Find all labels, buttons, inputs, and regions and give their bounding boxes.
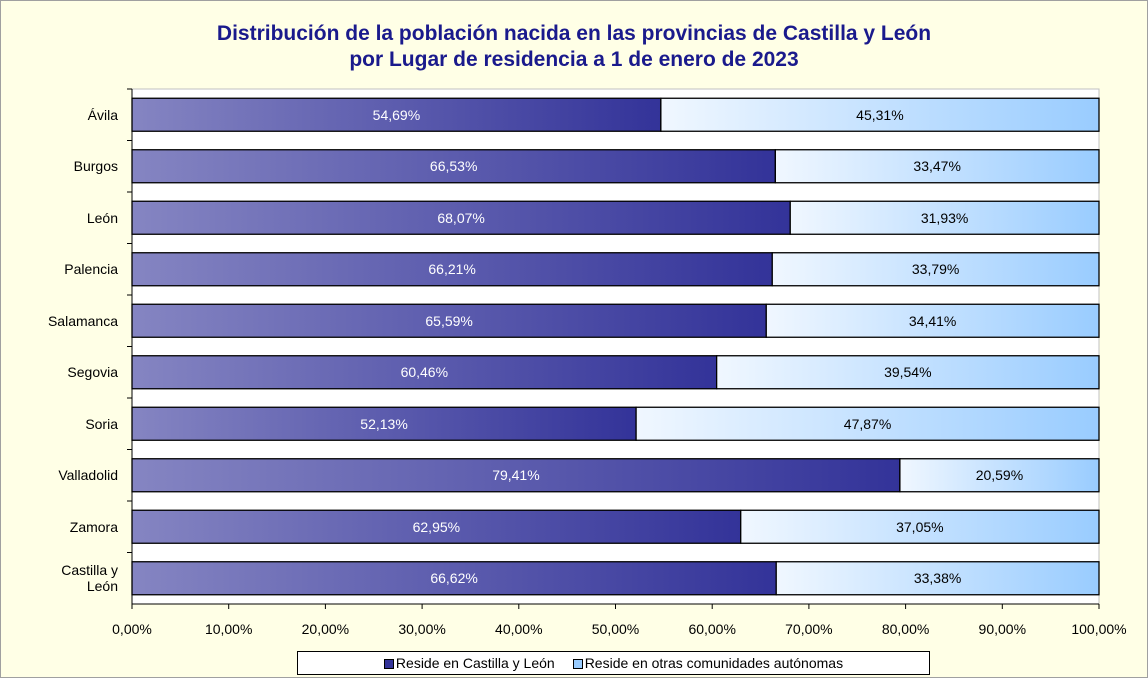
value-label: 33,79%	[911, 261, 960, 278]
value-label: 60,46%	[400, 364, 449, 381]
x-tick-label: 0,00%	[112, 621, 152, 637]
value-label: 20,59%	[975, 467, 1024, 484]
y-tick-label: León	[86, 209, 118, 226]
chart-title: Distribución de la población nacida en l…	[216, 22, 932, 71]
x-tick-label: 50,00%	[591, 621, 640, 637]
value-label: 33,38%	[913, 570, 962, 587]
bar	[775, 561, 1100, 596]
value-label: 65,59%	[425, 312, 473, 329]
y-tick-label: Segovia	[67, 364, 118, 381]
y-tick-label: Soria	[85, 415, 118, 432]
y-tick-label: Valladolid	[58, 467, 118, 484]
value-label: 68,07%	[437, 209, 485, 226]
value-label: 54,69%	[372, 106, 421, 123]
bar	[635, 406, 1100, 441]
bar	[131, 303, 767, 338]
bar	[660, 97, 1100, 132]
legend-swatch	[572, 659, 583, 670]
x-tick-label: 30,00%	[398, 621, 446, 637]
value-label: 79,41%	[492, 467, 540, 484]
value-label: 47,87%	[843, 415, 892, 432]
bar	[131, 406, 637, 441]
y-tick-label: Burgos	[73, 158, 118, 175]
value-label: 37,05%	[896, 518, 944, 535]
value-label: 39,54%	[884, 364, 932, 381]
bar	[789, 200, 1100, 235]
bar	[740, 509, 1100, 544]
value-label: 62,95%	[412, 518, 461, 535]
value-label: 34,41%	[908, 312, 957, 329]
bar	[715, 355, 1100, 390]
bar	[131, 458, 901, 493]
x-tick-label: 100,00%	[1071, 621, 1127, 637]
value-label: 66,21%	[428, 261, 476, 278]
x-tick-label: 80,00%	[881, 621, 930, 637]
value-label: 52,13%	[360, 415, 408, 432]
value-label: 45,31%	[856, 106, 904, 123]
legend-label: Reside en otras comunidades autónomas	[584, 655, 844, 671]
value-label: 31,93%	[920, 209, 969, 226]
legend: Reside en Castilla y León Reside en otras…	[297, 651, 930, 675]
x-tick-label: 90,00%	[978, 621, 1027, 637]
bar	[771, 252, 1100, 287]
legend-item: Reside en otras comunidades autónomas	[572, 655, 844, 671]
y-tick-label: Palencia	[64, 261, 118, 278]
y-tick-label: Zamora	[69, 518, 118, 535]
bar	[131, 509, 742, 544]
x-tick-label: 20,00%	[301, 621, 350, 637]
bar	[131, 200, 791, 235]
x-tick-label: 10,00%	[204, 621, 253, 637]
bar	[899, 458, 1100, 493]
bar	[774, 149, 1100, 184]
legend-item: Reside en Castilla y León	[383, 655, 555, 671]
legend-swatch	[383, 659, 394, 670]
value-label: 33,47%	[913, 158, 961, 175]
value-label: 66,53%	[429, 158, 478, 175]
y-tick-label: Ávila	[87, 106, 118, 123]
value-label: 66,62%	[430, 570, 478, 587]
x-tick-label: 40,00%	[495, 621, 543, 637]
bar	[131, 252, 773, 287]
y-tick-label: Salamanca	[47, 312, 118, 329]
bar	[131, 149, 776, 184]
y-tick-label: Castilla y León	[61, 562, 118, 595]
bar	[765, 303, 1100, 338]
x-tick-label: 70,00%	[785, 621, 833, 637]
x-tick-label: 60,00%	[688, 621, 736, 637]
legend-label: Reside en Castilla y León	[395, 655, 555, 671]
